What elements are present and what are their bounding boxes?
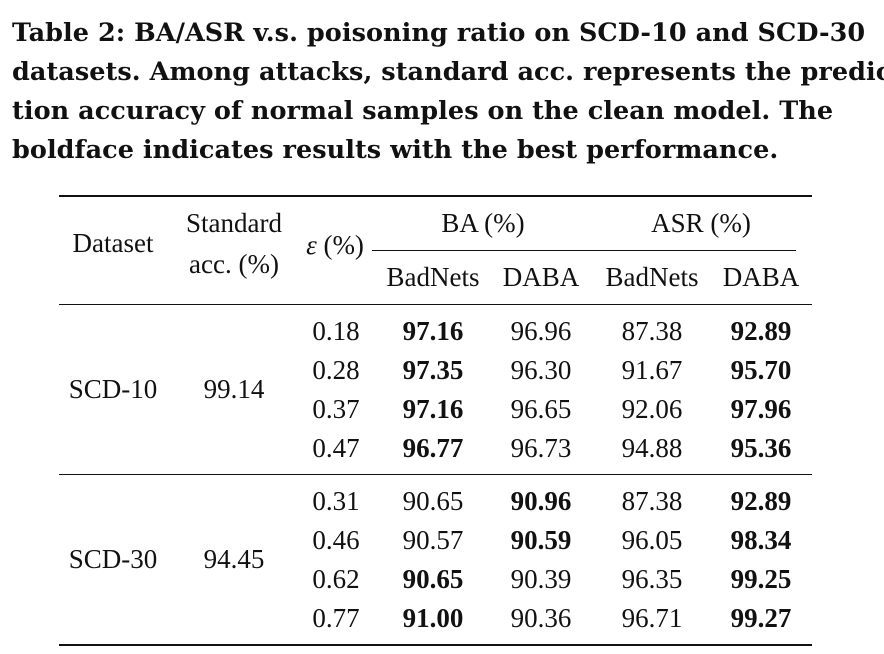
cell-asr-daba: 97.96 bbox=[730, 394, 792, 424]
header-standard-line1: Standard bbox=[186, 208, 282, 238]
cell-ba-badnets: 96.77 bbox=[402, 433, 464, 463]
cell-ba-daba: 96.73 bbox=[510, 433, 572, 463]
cell-asr-daba: 95.70 bbox=[730, 355, 792, 385]
cell-ba-badnets: 97.16 bbox=[402, 394, 464, 424]
cell-ba-daba: 90.39 bbox=[510, 564, 572, 594]
cell-asr-daba: 95.36 bbox=[730, 433, 792, 463]
header-ba: BA (%) bbox=[441, 208, 525, 238]
cell-ba-daba: 90.36 bbox=[510, 603, 572, 633]
cell-ba-badnets: 90.65 bbox=[402, 486, 464, 516]
caption-line: boldface indicates results with the best… bbox=[12, 135, 779, 165]
cell-ba-daba: 90.59 bbox=[510, 525, 572, 555]
row-eps: 0.47 bbox=[312, 433, 360, 463]
group-standard-acc: 99.14 bbox=[203, 374, 265, 404]
epsilon-symbol: ε bbox=[306, 230, 317, 260]
subheader-ba-badnets: BadNets bbox=[386, 262, 480, 292]
cell-asr-daba: 92.89 bbox=[730, 316, 792, 346]
group-standard-acc: 94.45 bbox=[203, 544, 265, 574]
cell-asr-badnets: 96.71 bbox=[621, 603, 683, 633]
header-asr: ASR (%) bbox=[651, 208, 751, 238]
row-eps: 0.62 bbox=[312, 564, 360, 594]
cell-asr-daba: 99.27 bbox=[730, 603, 792, 633]
subheader-asr-badnets: BadNets bbox=[605, 262, 699, 292]
cell-asr-daba: 99.25 bbox=[730, 564, 792, 594]
cell-asr-badnets: 87.38 bbox=[621, 486, 683, 516]
cell-asr-badnets: 96.05 bbox=[621, 525, 683, 555]
cell-ba-badnets: 90.65 bbox=[402, 564, 464, 594]
epsilon-unit: (%) bbox=[316, 230, 364, 260]
caption-line: datasets. Among attacks, standard acc. r… bbox=[12, 57, 884, 87]
header-epsilon: ε (%) bbox=[306, 230, 364, 260]
header-rule bbox=[59, 304, 812, 305]
row-eps: 0.37 bbox=[312, 394, 360, 424]
group-dataset: SCD-10 bbox=[68, 374, 158, 404]
group-dataset: SCD-30 bbox=[68, 544, 158, 574]
cell-ba-daba: 96.65 bbox=[510, 394, 572, 424]
cell-asr-badnets: 94.88 bbox=[621, 433, 683, 463]
row-eps: 0.46 bbox=[312, 525, 360, 555]
cell-asr-badnets: 91.67 bbox=[621, 355, 683, 385]
cell-ba-daba: 96.96 bbox=[510, 316, 572, 346]
row-eps: 0.77 bbox=[312, 603, 360, 633]
subheader-asr-daba: DABA bbox=[722, 262, 800, 292]
caption-line: Table 2: BA/ASR v.s. poisoning ratio on … bbox=[12, 18, 866, 48]
cell-ba-badnets: 97.35 bbox=[402, 355, 464, 385]
cell-ba-badnets: 90.57 bbox=[402, 525, 464, 555]
cell-asr-badnets: 87.38 bbox=[621, 316, 683, 346]
row-eps: 0.28 bbox=[312, 355, 360, 385]
bottom-rule bbox=[59, 644, 812, 646]
subheader-ba-daba: DABA bbox=[502, 262, 580, 292]
table-caption: Table 2: BA/ASR v.s. poisoning ratio on … bbox=[12, 14, 884, 170]
subheader-rule bbox=[372, 250, 796, 251]
cell-asr-badnets: 96.35 bbox=[621, 564, 683, 594]
cell-asr-daba: 98.34 bbox=[730, 525, 792, 555]
top-rule bbox=[59, 195, 812, 197]
cell-ba-badnets: 97.16 bbox=[402, 316, 464, 346]
row-eps: 0.31 bbox=[312, 486, 360, 516]
caption-line: tion accuracy of normal samples on the c… bbox=[12, 96, 834, 126]
cell-ba-badnets: 91.00 bbox=[402, 603, 464, 633]
header-dataset: Dataset bbox=[72, 228, 154, 258]
row-eps: 0.18 bbox=[312, 316, 360, 346]
cell-ba-daba: 90.96 bbox=[510, 486, 572, 516]
group-rule bbox=[59, 474, 812, 475]
header-standard-line2: acc. (%) bbox=[189, 249, 279, 279]
cell-asr-daba: 92.89 bbox=[730, 486, 792, 516]
cell-asr-badnets: 92.06 bbox=[621, 394, 683, 424]
cell-ba-daba: 96.30 bbox=[510, 355, 572, 385]
